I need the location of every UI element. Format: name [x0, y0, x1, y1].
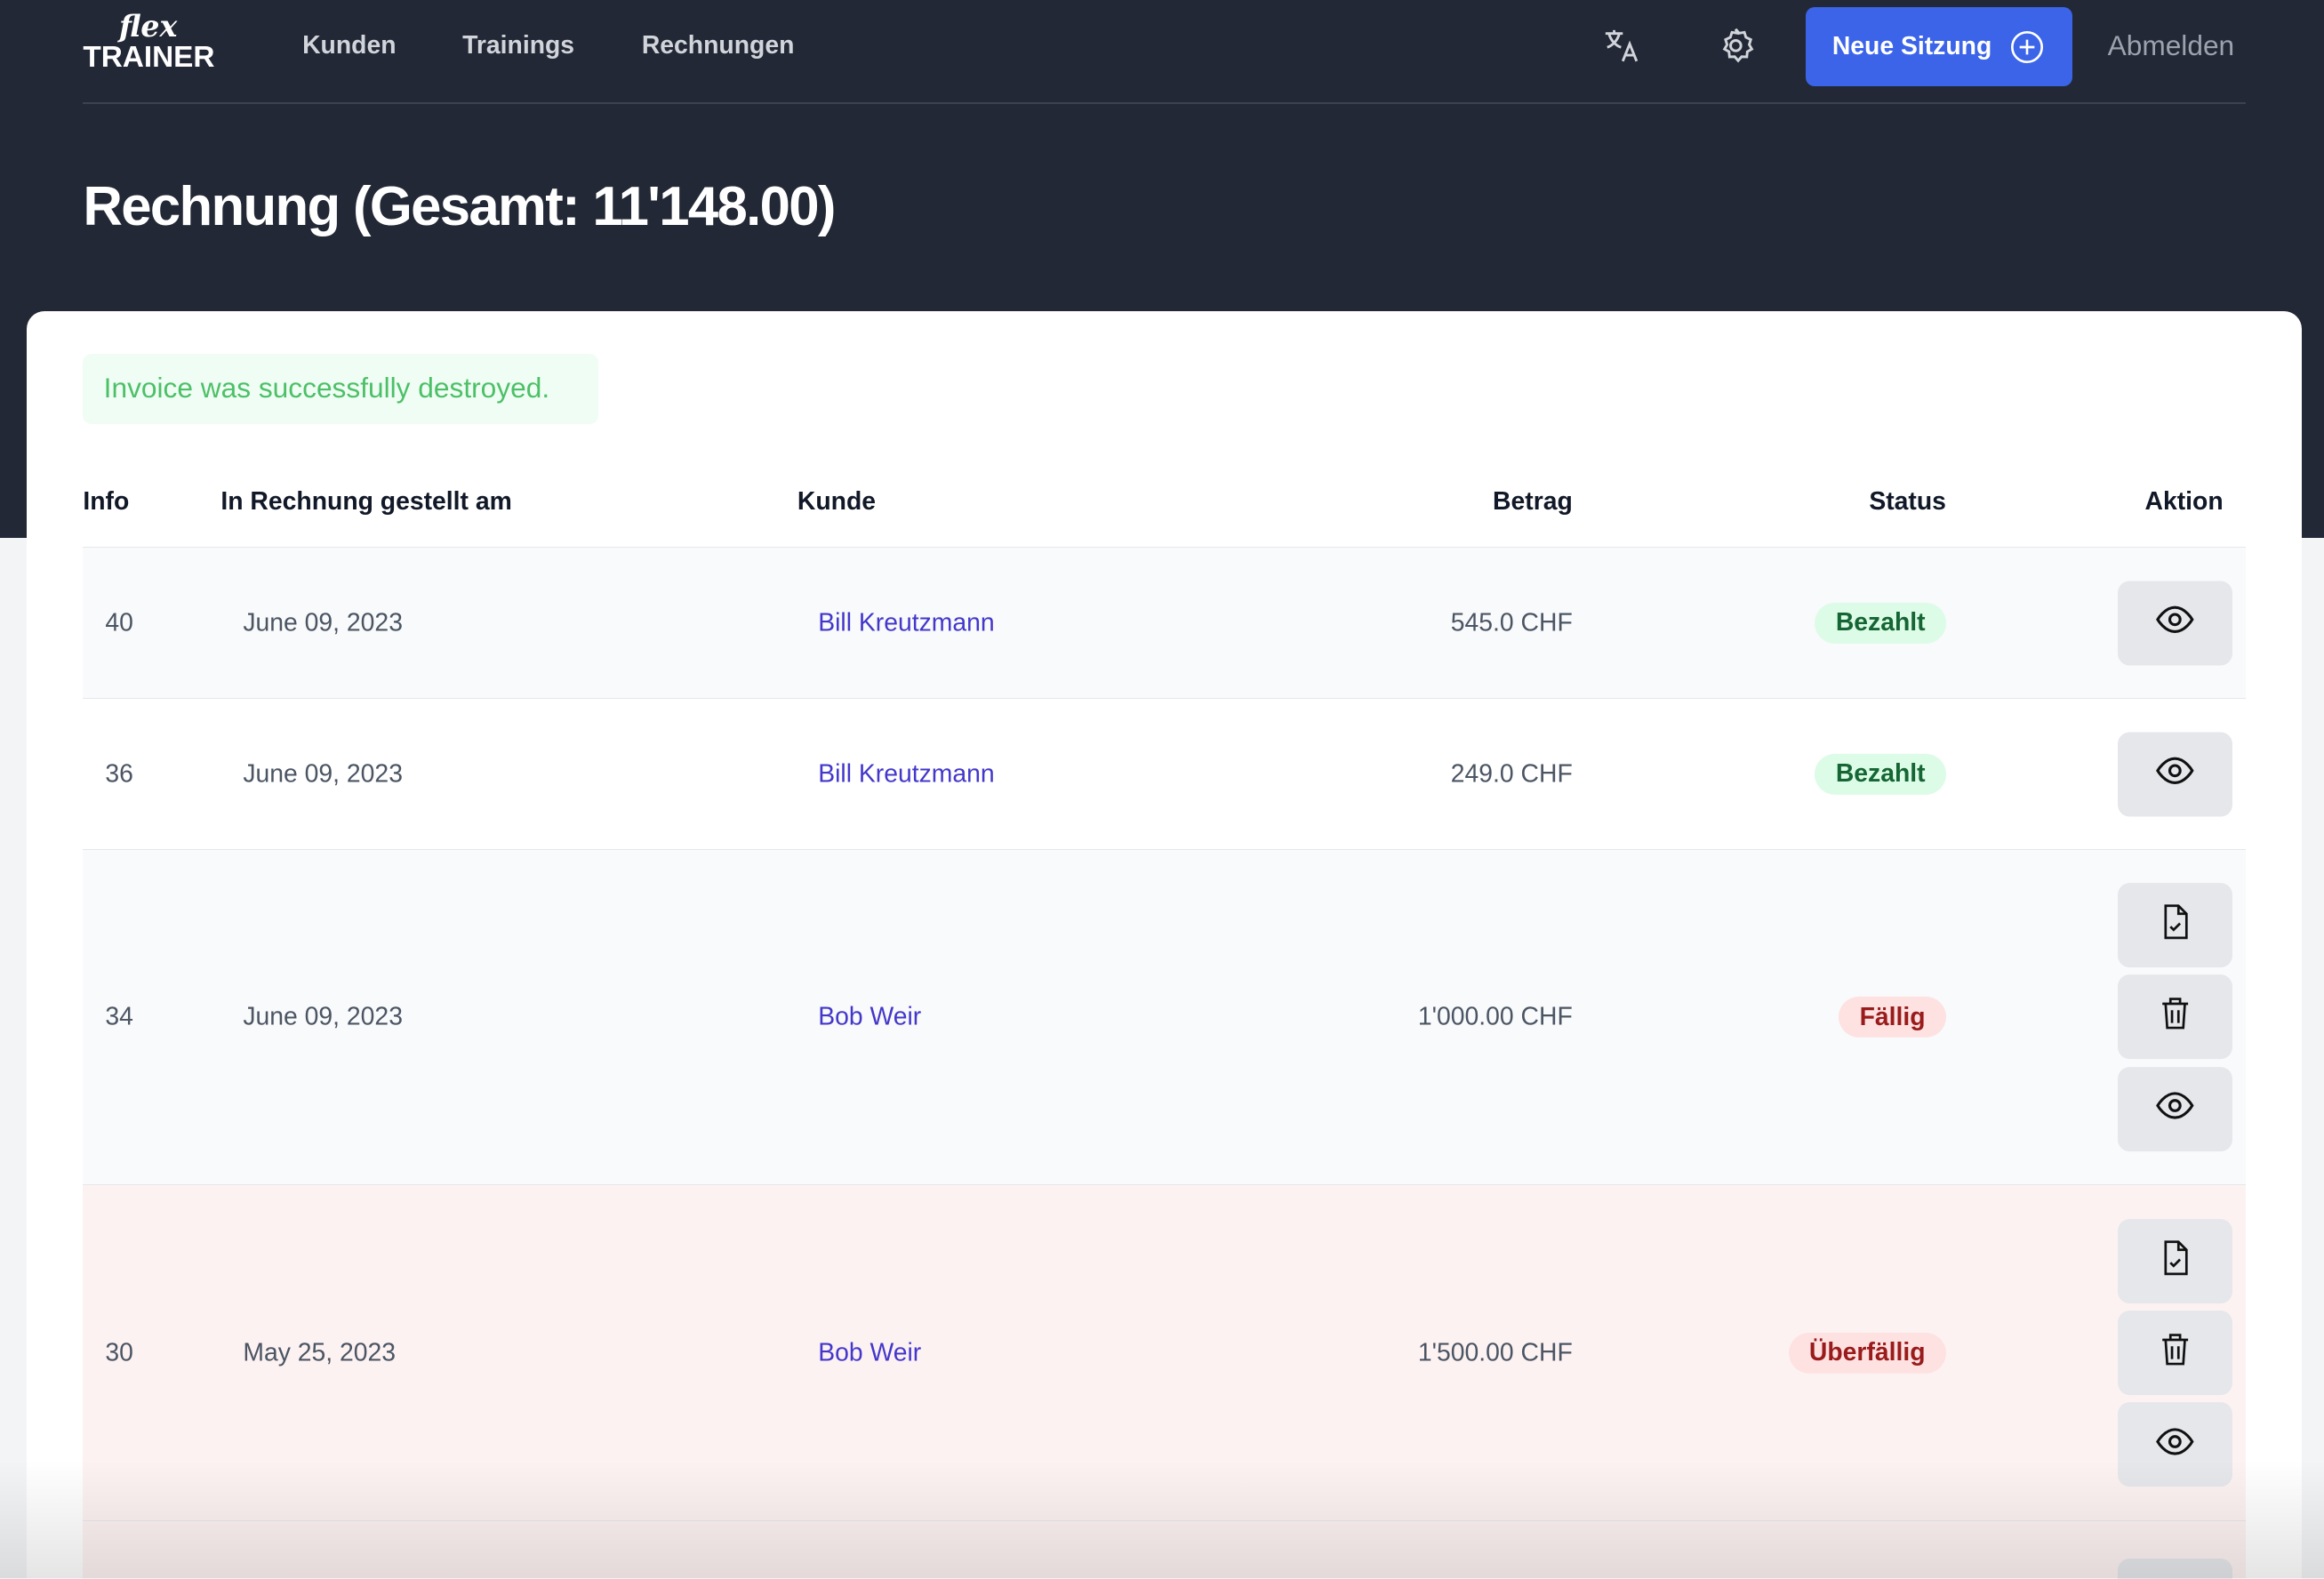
- logo-script: flex: [119, 9, 178, 44]
- logo-word: TRAINER: [83, 40, 215, 74]
- invoice-date: June 09, 2023: [243, 608, 403, 637]
- status-badge: Bezahlt: [1815, 753, 1946, 795]
- mark-paid-button[interactable]: [2118, 1218, 2232, 1303]
- customer-link[interactable]: Bob Weir: [818, 1002, 922, 1031]
- trash-icon: [2156, 1330, 2194, 1375]
- file-check-icon: [2156, 902, 2194, 948]
- invoice-date: June 09, 2023: [243, 759, 403, 789]
- invoice-date: May 25, 2023: [243, 1338, 397, 1367]
- header-divider: [83, 102, 2246, 104]
- invoice-date: June 09, 2023: [243, 1002, 403, 1031]
- success-alert: Invoice was successfully destroyed.: [83, 354, 599, 424]
- table-row: [83, 1520, 2246, 1579]
- customer-link[interactable]: Bill Kreutzmann: [818, 608, 995, 637]
- view-button[interactable]: [2118, 1402, 2232, 1487]
- mark-paid-button[interactable]: [2118, 1559, 2232, 1579]
- table-row: 40 June 09, 2023 Bill Kreutzmann 545.0 C…: [83, 547, 2246, 699]
- col-amount: Betrag: [1493, 487, 1573, 517]
- plus-circle-icon: [2011, 30, 2044, 63]
- table-row: 30 May 25, 2023 Bob Weir 1'500.00 CHF Üb…: [83, 1184, 2246, 1521]
- delete-button[interactable]: [2118, 974, 2232, 1060]
- customer-link[interactable]: Bob Weir: [818, 1338, 922, 1367]
- file-check-icon: [2156, 1238, 2194, 1284]
- eye-icon: [2154, 749, 2196, 798]
- invoice-amount: 249.0 CHF: [1450, 759, 1573, 789]
- logout-link[interactable]: Abmelden: [2107, 29, 2235, 62]
- table-row: 34 June 09, 2023 Bob Weir 1'000.00 CHF F…: [83, 849, 2246, 1184]
- row-actions: [2118, 732, 2232, 817]
- delete-button[interactable]: [2118, 1310, 2232, 1396]
- table-row: 36 June 09, 2023 Bill Kreutzmann 249.0 C…: [83, 698, 2246, 850]
- row-actions: [2118, 581, 2232, 666]
- invoice-id: 30: [105, 1338, 133, 1367]
- col-action: Aktion: [2144, 487, 2224, 517]
- status-badge: Überfällig: [1788, 1332, 1946, 1374]
- invoice-amount: 1'000.00 CHF: [1417, 1002, 1573, 1031]
- invoice-amount: 545.0 CHF: [1450, 608, 1573, 637]
- translate-icon[interactable]: [1600, 25, 1642, 67]
- invoice-id: 40: [105, 608, 133, 637]
- nav-kunden[interactable]: Kunden: [302, 31, 397, 60]
- eye-icon: [2154, 1085, 2196, 1134]
- row-actions: [2118, 1218, 2232, 1487]
- page-title: Rechnung (Gesamt: 11'148.00): [83, 175, 836, 237]
- nav-rechnungen[interactable]: Rechnungen: [641, 31, 795, 60]
- mark-paid-button[interactable]: [2118, 883, 2232, 968]
- invoice-amount: 1'500.00 CHF: [1417, 1338, 1573, 1367]
- invoice-id: 34: [105, 1002, 133, 1031]
- trash-icon: [2156, 994, 2194, 1039]
- row-actions: [2118, 1559, 2232, 1579]
- eye-icon: [2154, 598, 2196, 647]
- col-date: In Rechnung gestellt am: [220, 487, 512, 517]
- status-badge: Fällig: [1839, 996, 1946, 1038]
- view-button[interactable]: [2118, 581, 2232, 666]
- new-session-button[interactable]: Neue Sitzung: [1805, 7, 2072, 86]
- nav-trainings[interactable]: Trainings: [462, 31, 575, 60]
- view-button[interactable]: [2118, 1066, 2232, 1151]
- eye-icon: [2154, 1421, 2196, 1470]
- new-session-label: Neue Sitzung: [1831, 32, 1992, 60]
- row-actions: [2118, 883, 2232, 1151]
- logo[interactable]: flex TRAINER: [83, 9, 215, 74]
- status-badge: Bezahlt: [1815, 602, 1946, 644]
- col-customer: Kunde: [797, 487, 877, 517]
- invoice-id: 36: [105, 759, 133, 789]
- view-button[interactable]: [2118, 732, 2232, 817]
- settings-gear-icon[interactable]: [1715, 25, 1757, 67]
- col-status: Status: [1869, 487, 1946, 517]
- customer-link[interactable]: Bill Kreutzmann: [818, 759, 995, 789]
- col-info: Info: [83, 487, 130, 517]
